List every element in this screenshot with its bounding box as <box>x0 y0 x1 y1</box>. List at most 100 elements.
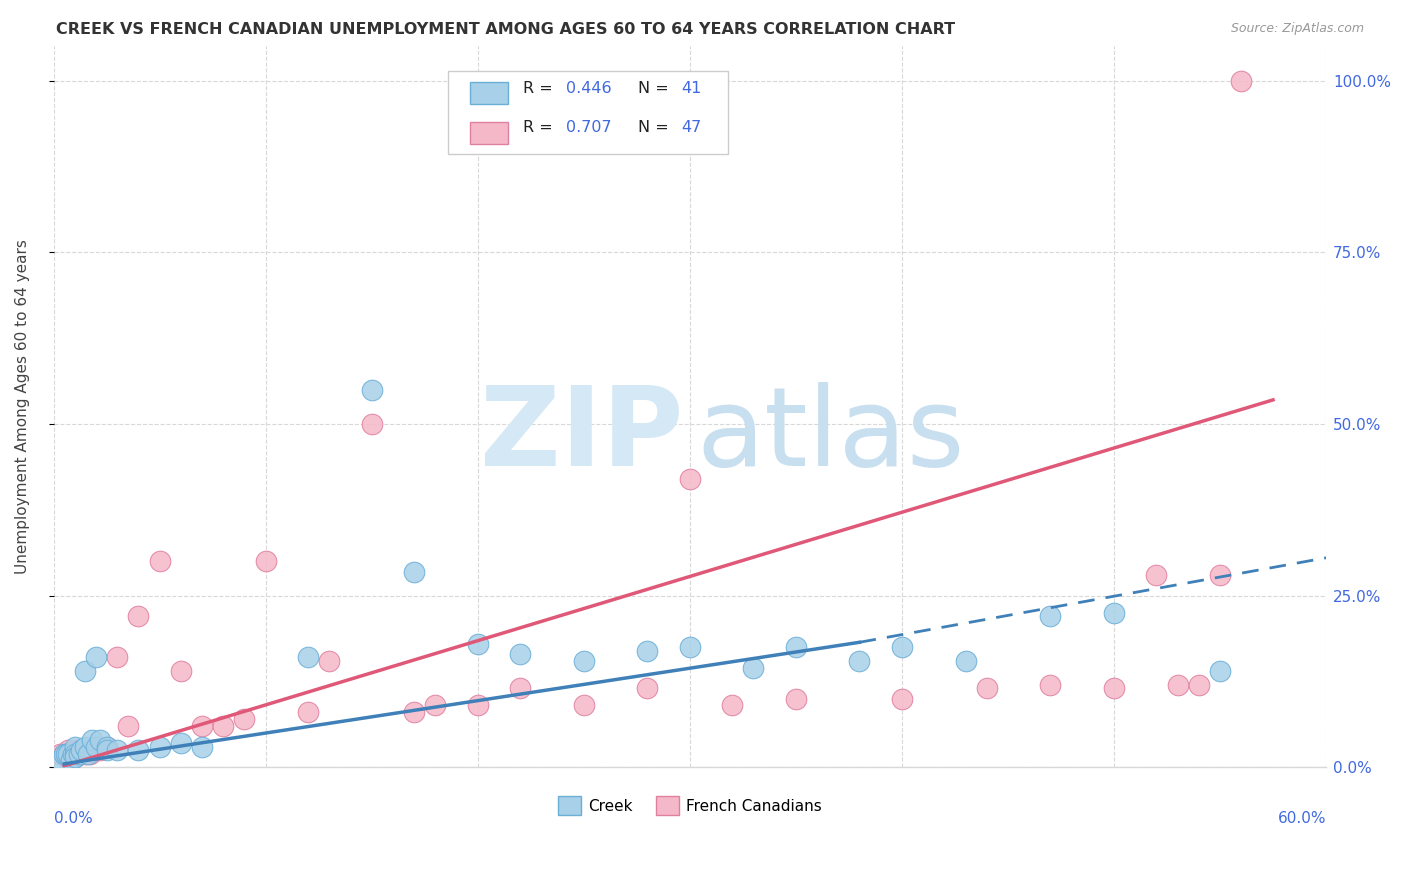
Point <box>297 650 319 665</box>
Text: 60.0%: 60.0% <box>1278 811 1326 825</box>
Point <box>509 681 531 696</box>
Point <box>318 654 340 668</box>
Text: ZIP: ZIP <box>479 382 683 489</box>
Point <box>955 654 977 668</box>
Point <box>127 609 149 624</box>
Point <box>75 747 97 761</box>
Point <box>58 747 80 761</box>
Point <box>425 698 447 713</box>
Point <box>636 643 658 657</box>
Point <box>89 743 111 757</box>
Text: N =: N = <box>638 81 673 95</box>
Point <box>170 664 193 678</box>
Point <box>63 747 86 761</box>
Point <box>63 743 86 757</box>
Point <box>170 736 193 750</box>
Point <box>89 732 111 747</box>
Text: N =: N = <box>638 120 673 136</box>
Point <box>890 640 912 654</box>
Point <box>58 743 80 757</box>
Text: 41: 41 <box>681 81 702 95</box>
FancyBboxPatch shape <box>449 71 728 154</box>
Point <box>105 650 128 665</box>
Point <box>976 681 998 696</box>
Point <box>53 747 76 761</box>
Point <box>1188 678 1211 692</box>
Point <box>1209 568 1232 582</box>
Point <box>84 739 107 754</box>
Point <box>679 472 702 486</box>
Point <box>55 747 77 761</box>
Point <box>80 739 103 754</box>
Point <box>149 554 172 568</box>
Point <box>149 739 172 754</box>
Point <box>59 753 82 767</box>
Point <box>360 383 382 397</box>
Point <box>49 753 72 767</box>
Point <box>721 698 744 713</box>
Point <box>254 554 277 568</box>
Point <box>84 650 107 665</box>
Point <box>76 747 98 761</box>
Text: R =: R = <box>523 81 558 95</box>
Point <box>890 691 912 706</box>
FancyBboxPatch shape <box>470 122 508 144</box>
Point <box>509 647 531 661</box>
Point <box>62 747 84 761</box>
Point <box>96 739 118 754</box>
Text: Source: ZipAtlas.com: Source: ZipAtlas.com <box>1230 22 1364 36</box>
Point <box>572 698 595 713</box>
Point <box>84 743 107 757</box>
Point <box>191 719 214 733</box>
Point <box>1209 664 1232 678</box>
Point <box>75 743 97 757</box>
Legend: Creek, French Canadians: Creek, French Canadians <box>551 790 828 821</box>
Point <box>117 719 139 733</box>
Text: atlas: atlas <box>696 382 965 489</box>
Point <box>127 743 149 757</box>
Point <box>79 747 101 761</box>
Point <box>53 747 76 761</box>
Point <box>1039 609 1062 624</box>
Point <box>1167 678 1189 692</box>
Point <box>404 706 426 720</box>
Point <box>62 747 84 761</box>
Point <box>80 732 103 747</box>
FancyBboxPatch shape <box>470 82 508 103</box>
Point <box>297 706 319 720</box>
Point <box>1102 681 1125 696</box>
Text: 0.446: 0.446 <box>567 81 612 95</box>
Point <box>679 640 702 654</box>
Point <box>1039 678 1062 692</box>
Point <box>67 747 90 761</box>
Point <box>212 719 235 733</box>
Text: 0.0%: 0.0% <box>53 811 93 825</box>
Point <box>1102 606 1125 620</box>
Point <box>105 743 128 757</box>
Point <box>785 640 807 654</box>
Point <box>96 739 118 754</box>
Point <box>75 739 97 754</box>
Point <box>55 750 77 764</box>
Point <box>742 661 765 675</box>
Point <box>63 750 86 764</box>
Text: 47: 47 <box>681 120 702 136</box>
Point <box>1144 568 1167 582</box>
Point <box>1230 73 1253 87</box>
Point <box>360 417 382 431</box>
Point <box>63 750 86 764</box>
Point <box>636 681 658 696</box>
Point <box>96 743 118 757</box>
Point <box>467 637 489 651</box>
Point <box>49 747 72 761</box>
Point <box>59 747 82 761</box>
Point <box>404 565 426 579</box>
Point <box>67 747 90 761</box>
Point <box>785 691 807 706</box>
Text: R =: R = <box>523 120 558 136</box>
Text: 0.707: 0.707 <box>567 120 612 136</box>
Point <box>191 739 214 754</box>
Point <box>63 739 86 754</box>
Point <box>70 743 93 757</box>
Point <box>848 654 870 668</box>
